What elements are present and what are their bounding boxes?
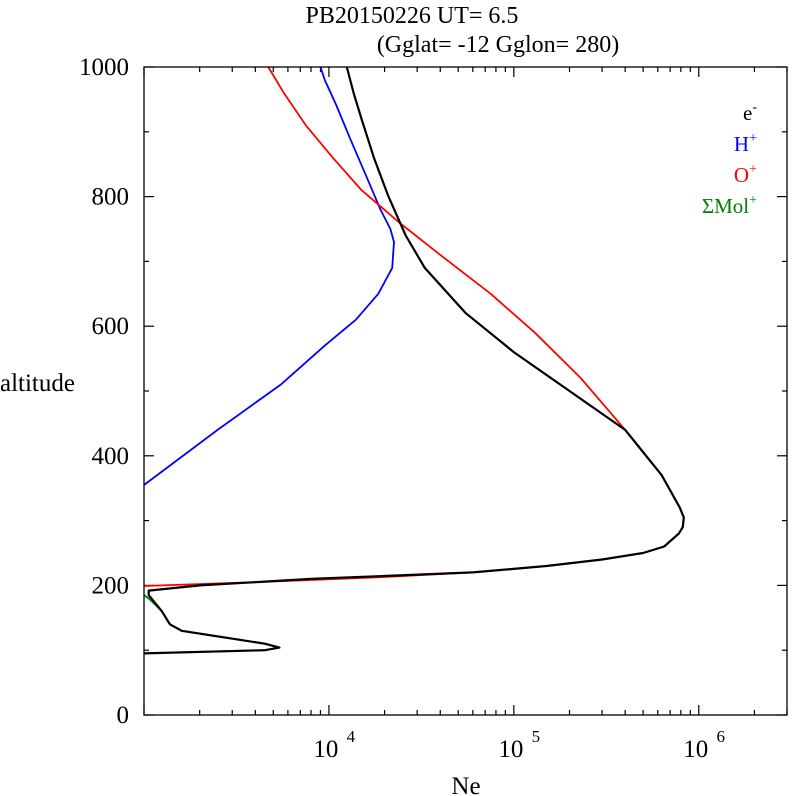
chart-title-line2: (Gglat= -12 Gglon= 280)	[377, 32, 619, 58]
axis-ticks	[143, 66, 788, 716]
series-line-molecular-ions	[143, 594, 281, 655]
y-tick-label: 800	[92, 184, 130, 211]
legend-entry: e-	[743, 100, 757, 125]
plot-frame	[143, 66, 788, 716]
legend-entry: O+	[734, 162, 757, 187]
x-axis-label: Ne	[451, 773, 480, 796]
y-tick-label: 1000	[79, 54, 129, 81]
y-axis-label: altitude	[0, 370, 75, 397]
y-tick-labels: 0 200 400 600 800 1000	[79, 54, 129, 729]
series-line-o-plus	[143, 66, 685, 587]
series-line-electrons	[143, 66, 685, 655]
y-tick-label: 200	[92, 572, 130, 599]
x-tick-label: 10	[683, 736, 708, 763]
x-tick-labels: 10 4 10 5 10 6	[313, 727, 725, 763]
chart-title-line1: PB20150226 UT= 6.5	[306, 3, 519, 29]
data-series	[143, 66, 685, 655]
series-line-h-plus	[143, 66, 395, 486]
y-tick-label: 0	[117, 702, 130, 729]
y-tick-label: 400	[92, 443, 130, 470]
y-tick-label: 600	[92, 313, 130, 340]
x-tick-label-exponent: 4	[347, 727, 356, 746]
x-tick-label: 10	[498, 736, 523, 763]
legend-entry: ΣMol+	[702, 193, 757, 218]
legend: e- H+ O+ ΣMol+	[702, 100, 757, 218]
x-tick-label: 10	[313, 736, 338, 763]
x-tick-label-exponent: 6	[717, 727, 726, 746]
legend-entry: H+	[734, 131, 757, 156]
x-tick-label-exponent: 5	[532, 727, 541, 746]
